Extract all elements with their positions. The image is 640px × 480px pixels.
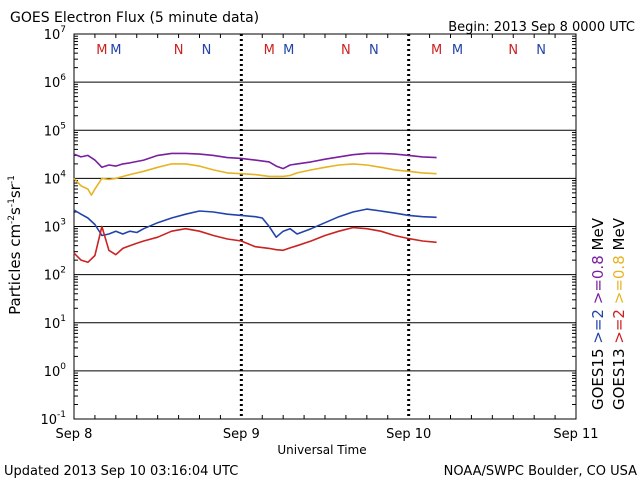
mn-marker: M	[96, 43, 107, 58]
series-line	[73, 225, 437, 264]
begin-time: Begin: 2013 Sep 8 0000 UTC	[448, 20, 635, 35]
mn-marker: M	[264, 43, 275, 58]
y-tick-label: 10-1	[40, 410, 66, 428]
legend-entry: GOES13 >=2 >=0.8 MeV	[610, 217, 628, 410]
y-tick-label: 102	[44, 266, 66, 284]
y-tick-label: 104	[44, 169, 67, 187]
y-tick-labels: 10-1 100 101 102 103 104 105 106 107	[40, 25, 66, 428]
x-tick-labels: Sep 8 Sep 9 Sep 10 Sep 11	[56, 427, 599, 442]
series-lines	[73, 152, 437, 264]
x-axis-label: Universal Time	[277, 443, 366, 457]
y-tick-label: 106	[44, 73, 67, 91]
y-tick-label: 105	[44, 121, 66, 139]
x-tick-label: Sep 9	[223, 427, 260, 442]
y-tick-label: 101	[44, 314, 66, 332]
x-tick-label: Sep 11	[553, 427, 598, 442]
mn-marker: M	[283, 43, 294, 58]
y-axis-label: Particles cm-2s-1sr-1	[6, 175, 24, 315]
source-credit: NOAA/SWPC Boulder, CO USA	[444, 464, 637, 479]
mn-marker: M	[452, 43, 463, 58]
mn-marker: N	[536, 43, 546, 58]
mn-marker: N	[369, 43, 379, 58]
x-tick-label: Sep 10	[386, 427, 431, 442]
series-line	[73, 163, 437, 196]
y-tick-label: 100	[44, 362, 67, 380]
mn-marker: N	[174, 43, 184, 58]
mn-marker: N	[508, 43, 518, 58]
series-line	[73, 152, 437, 170]
series-line	[73, 208, 437, 238]
mn-marker: M	[431, 43, 442, 58]
legend-entry: GOES15 >=2 >=0.8 MeV	[589, 217, 607, 410]
mn-marker: M	[110, 43, 121, 58]
y-tick-label: 103	[44, 218, 66, 236]
updated-time: Updated 2013 Sep 10 03:16:04 UTC	[4, 464, 238, 479]
chart-title: GOES Electron Flux (5 minute data)	[10, 10, 259, 26]
y-tick-label: 107	[44, 25, 66, 43]
mn-marker: N	[202, 43, 212, 58]
x-tick-label: Sep 8	[56, 427, 93, 442]
day-dividers	[239, 34, 411, 419]
mn-marker: N	[341, 43, 351, 58]
